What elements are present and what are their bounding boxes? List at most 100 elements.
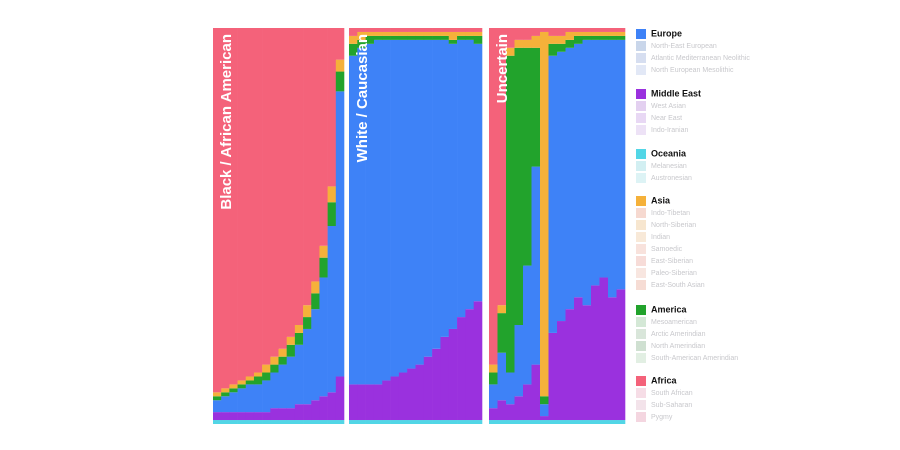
legend-label: Oceania — [651, 148, 687, 158]
panel-title: Black / African American — [218, 34, 235, 210]
legend-swatch — [636, 149, 646, 159]
bar-segment — [497, 28, 507, 306]
bar-segment — [574, 420, 583, 424]
bar-segment — [574, 28, 583, 32]
bar-segment — [382, 420, 391, 424]
bar-segment — [531, 364, 541, 421]
bar-segment — [311, 309, 320, 401]
legend-sub-swatch — [636, 125, 646, 135]
legend-sub-swatch — [636, 244, 646, 254]
bar-segment — [270, 364, 279, 373]
bar-segment — [221, 420, 230, 424]
bar-segment — [432, 39, 441, 349]
bar-segment — [327, 186, 337, 203]
bar-segment — [574, 31, 583, 36]
bar-segment — [294, 332, 304, 345]
legend-sub-swatch — [636, 280, 646, 290]
bar-segment — [327, 226, 337, 393]
bar-segment — [465, 420, 474, 424]
bar-segment — [398, 31, 408, 36]
bar-segment — [457, 420, 466, 424]
bar-segment — [599, 35, 609, 40]
bar-segment — [432, 420, 441, 424]
bar-segment — [357, 39, 366, 48]
legend-sub-swatch — [636, 329, 646, 339]
bar-segment — [294, 344, 304, 405]
bar-segment — [557, 321, 566, 421]
bar-segment — [349, 43, 358, 56]
bar-segment — [565, 47, 575, 310]
bar-segment — [523, 39, 532, 48]
bar-segment — [582, 305, 592, 421]
bar-segment — [237, 420, 247, 424]
bar-segment — [432, 35, 441, 40]
bar-segment — [294, 28, 304, 325]
legend-sub-swatch — [636, 161, 646, 171]
bar-segment — [286, 28, 296, 337]
bar-segment — [270, 28, 279, 357]
bar-segment — [616, 420, 626, 424]
legend-sub-label: Indo-Iranian — [651, 127, 688, 134]
bar-segment — [213, 420, 222, 424]
bar-segment — [407, 420, 416, 424]
legend-sub-label: North-Siberian — [651, 222, 696, 229]
legend-label: Europe — [651, 28, 682, 38]
bar-segment — [253, 384, 263, 413]
legend-sub-swatch — [636, 173, 646, 183]
bar-segment — [497, 305, 507, 314]
legend-sub-swatch — [636, 412, 646, 422]
bar-segment — [335, 91, 345, 377]
bar-segment — [506, 28, 515, 48]
bar-segment — [245, 412, 255, 421]
bar-segment — [278, 408, 287, 421]
bar-segment — [473, 31, 483, 36]
bar-segment — [415, 31, 425, 36]
bar-segment — [253, 372, 263, 377]
bar-segment — [415, 35, 425, 40]
bar-segment — [213, 396, 222, 401]
bar-segment — [349, 35, 358, 44]
bar-segment — [448, 420, 458, 424]
bar-segment — [465, 28, 474, 32]
legend-sub-label: East-South Asian — [651, 282, 705, 289]
bar-segment — [599, 39, 609, 278]
bar-segment — [327, 202, 337, 226]
bar-segment — [465, 309, 474, 421]
bar-segment — [514, 28, 524, 40]
legend-label: Africa — [651, 375, 678, 385]
bar-segment — [286, 420, 296, 424]
bar-segment — [270, 420, 279, 424]
bar-segment — [253, 420, 263, 424]
bar-segment — [557, 28, 566, 36]
bar-segment — [489, 364, 498, 373]
bar-segment — [415, 28, 425, 32]
bar-segment — [448, 39, 458, 44]
bar-segment — [565, 309, 575, 421]
bar-segment — [473, 301, 483, 421]
bar-segment — [278, 364, 287, 409]
bar-segment — [514, 420, 524, 424]
bar-segment — [357, 31, 366, 40]
bar-segment — [457, 31, 466, 36]
bar-segment — [506, 420, 515, 424]
bar-segment — [465, 35, 474, 40]
legend-sub-swatch — [636, 256, 646, 266]
bar-segment — [262, 364, 271, 373]
bar-segment — [407, 368, 416, 421]
bar-segment — [229, 28, 238, 385]
bar-segment — [237, 388, 247, 413]
bar-segment — [616, 31, 626, 36]
bar-segment — [514, 39, 524, 48]
bar-segment — [327, 28, 337, 187]
bar-segment — [382, 35, 391, 40]
bar-segment — [608, 39, 617, 298]
bar-segment — [548, 55, 558, 333]
bar-segment — [531, 420, 541, 424]
bar-segment — [582, 420, 592, 424]
bar-segment — [319, 257, 328, 278]
legend-sub-label: East-Siberian — [651, 258, 693, 265]
bar-segment — [286, 356, 296, 409]
bar-segment — [448, 28, 458, 32]
bar-segment — [407, 35, 416, 40]
